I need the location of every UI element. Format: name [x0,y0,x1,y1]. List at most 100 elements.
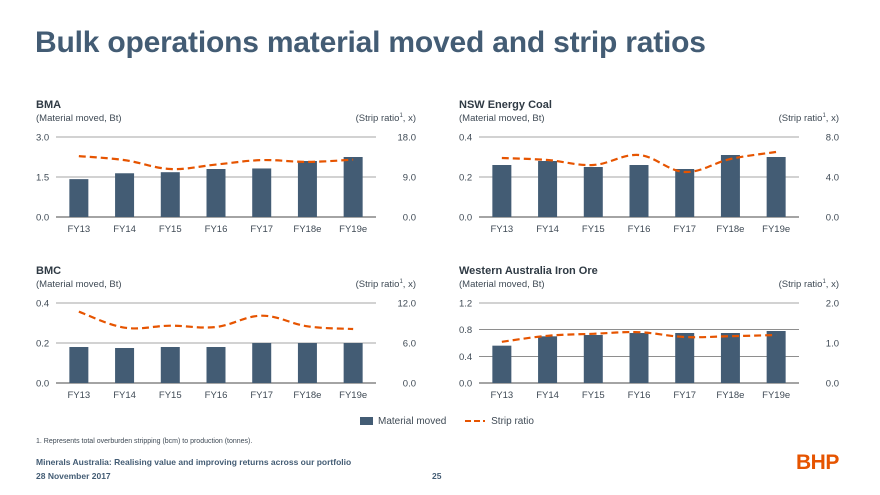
right-axis-label: (Strip ratio1, x) [356,113,416,124]
chart-title: BMA [36,99,62,111]
bar [297,343,317,383]
page-number: 25 [432,471,442,481]
left-axis-label: (Material moved, Bt) [459,279,545,290]
left-tick-label: 0.4 [459,352,472,363]
bar [720,333,740,383]
right-tick-label: 0.0 [826,213,839,224]
bhp-logo: BHP [796,451,839,474]
left-tick-label: 0.0 [459,213,472,224]
right-tick-label: 1.0 [826,339,839,350]
footer-date: 28 November 2017 [36,471,111,481]
x-tick-label: FY19e [762,390,790,401]
bar [115,348,135,383]
chart-svg-wa-iron-ore: 0.0 0.4 0.8 1.2 0.0 1.0 2.0 FY13 FY14 FY15 FY16 FY1… [459,299,839,402]
bar [252,168,272,217]
page-title: Bulk operations material moved and strip… [35,26,706,59]
right-tick-label: 8.0 [826,133,839,144]
bar [160,347,180,383]
x-tick-label: FY14 [113,224,136,235]
chart-title: BMC [36,265,62,277]
bar [297,161,317,217]
footer-presentation-title: Minerals Australia: Realising value and … [36,457,352,467]
bar [252,343,272,383]
right-tick-label: 18.0 [398,133,417,144]
x-tick-label: FY19e [762,224,790,235]
bar [583,167,603,217]
x-tick-label: FY18e [293,390,321,401]
right-axis-label: (Strip ratio1, x) [356,279,416,290]
chart-title: NSW Energy Coal [459,99,552,111]
footnote: 1. Represents total overburden stripping… [36,438,253,445]
left-tick-label: 0.4 [459,133,472,144]
bar [629,333,649,383]
x-tick-label: FY13 [490,224,513,235]
legend-bar-label: Material moved [378,416,447,427]
right-axis-label-sup: 1 [822,279,826,285]
bar [343,343,363,383]
left-tick-label: 1.2 [459,299,472,310]
x-tick-label: FY18e [293,224,321,235]
x-tick-label: FY18e [716,224,744,235]
right-tick-label: 2.0 [826,299,839,310]
right-axis-label-prefix: (Strip ratio [355,113,400,125]
chart-title: Western Australia Iron Ore [459,265,598,277]
bar [69,179,89,217]
chart-panel-bma: BMA (Material moved, Bt) (Strip ratio1, … [36,99,416,239]
x-tick-label: FY16 [205,224,228,235]
chart-panel-nsw-energy-coal: NSW Energy Coal (Material moved, Bt) (St… [459,99,839,239]
x-tick-label: FY13 [67,224,90,235]
x-tick-label: FY19e [339,390,367,401]
right-axis-label-suffix: , x) [402,113,416,125]
x-tick-label: FY17 [673,224,696,235]
right-tick-label: 0.0 [826,379,839,390]
bar [629,165,649,217]
x-tick-label: FY15 [582,224,605,235]
x-tick-label: FY14 [113,390,136,401]
bar [206,347,226,383]
bar [766,157,786,217]
x-tick-label: FY14 [536,224,559,235]
left-tick-label: 0.0 [36,213,49,224]
right-axis-label-sup: 1 [399,279,403,285]
bar [115,173,135,217]
x-tick-label: FY19e [339,224,367,235]
x-tick-label: FY14 [536,390,559,401]
right-tick-label: 6.0 [403,339,416,350]
bar [343,157,363,217]
bar [766,331,786,383]
left-tick-label: 0.2 [459,173,472,184]
legend-line-swatch [465,420,486,423]
strip-ratio-line [78,310,354,331]
chart-panel-bmc: BMC (Material moved, Bt) (Strip ratio1, … [36,265,416,405]
right-tick-label: 0.0 [403,379,416,390]
left-tick-label: 3.0 [36,133,49,144]
x-tick-label: FY17 [250,390,273,401]
x-tick-label: FY16 [628,390,651,401]
right-tick-label: 9.0 [403,173,416,184]
x-tick-label: FY17 [673,390,696,401]
x-tick-label: FY13 [67,390,90,401]
right-axis-label-suffix: , x) [825,279,839,291]
bar [69,347,89,383]
chart-svg-bmc: 0.0 0.2 0.4 0.0 6.0 12.0 FY13 FY14 FY15 FY16 FY17 F… [36,299,416,402]
bar [492,165,512,217]
bar [675,333,695,383]
x-tick-label: FY16 [205,390,228,401]
x-tick-label: FY17 [250,224,273,235]
legend-bar-swatch [360,417,373,426]
left-axis-label: (Material moved, Bt) [36,279,122,290]
right-axis-label: (Strip ratio1, x) [779,113,839,124]
right-axis-label-prefix: (Strip ratio [355,279,400,291]
left-tick-label: 0.4 [36,299,49,310]
bar [206,169,226,217]
chart-svg-nsw-energy-coal: 0.0 0.2 0.4 0.0 4.0 8.0 FY13 FY14 FY15 FY16 FY17 FY… [459,133,839,236]
right-axis-label-prefix: (Strip ratio [778,279,823,291]
left-tick-label: 0.0 [36,379,49,390]
x-tick-label: FY18e [716,390,744,401]
left-tick-label: 1.5 [36,173,49,184]
right-tick-label: 4.0 [826,173,839,184]
right-axis-label: (Strip ratio1, x) [779,279,839,290]
x-tick-label: FY13 [490,390,513,401]
x-tick-label: FY16 [628,224,651,235]
bar [160,172,180,217]
